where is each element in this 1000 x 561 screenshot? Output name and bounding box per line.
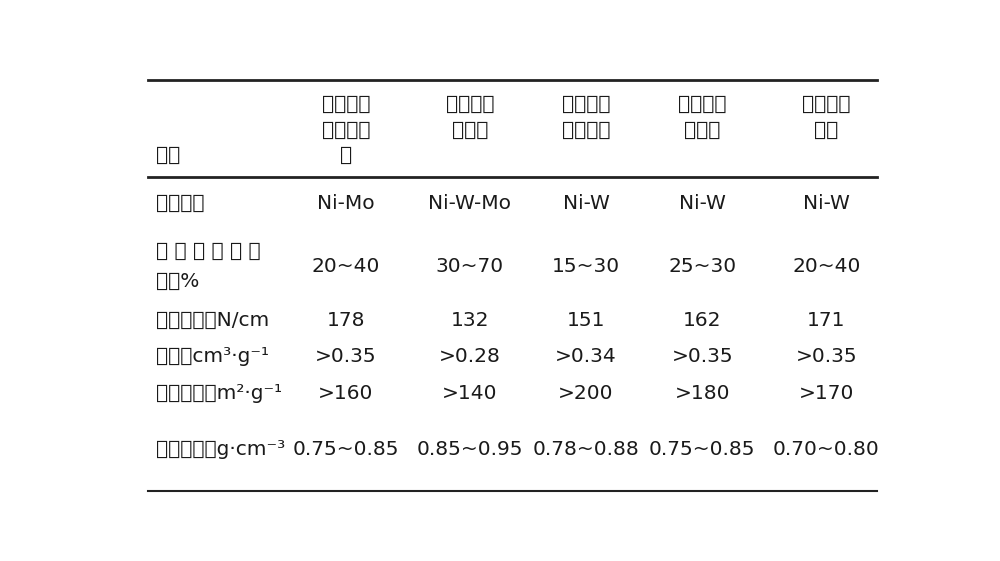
Text: Ni-W: Ni-W bbox=[803, 194, 850, 213]
Text: >200: >200 bbox=[558, 384, 614, 403]
Text: 比表面积，m²·g⁻¹: 比表面积，m²·g⁻¹ bbox=[156, 384, 282, 403]
Text: ＊，%: ＊，% bbox=[156, 272, 199, 291]
Text: 15~30: 15~30 bbox=[552, 256, 620, 275]
Text: >0.28: >0.28 bbox=[439, 347, 501, 366]
Text: 0.75~0.85: 0.75~0.85 bbox=[293, 440, 399, 459]
Text: 孔容，cm³·g⁻¹: 孔容，cm³·g⁻¹ bbox=[156, 347, 269, 366]
Text: 制催化剂: 制催化剂 bbox=[322, 121, 370, 140]
Text: 0.70~0.80: 0.70~0.80 bbox=[773, 440, 880, 459]
Text: >180: >180 bbox=[675, 384, 730, 403]
Text: 0.85~0.95: 0.85~0.95 bbox=[417, 440, 523, 459]
Text: 环催化剂: 环催化剂 bbox=[562, 121, 610, 140]
Text: 机械强度，N/cm: 机械强度，N/cm bbox=[156, 311, 269, 329]
Text: 催化剂: 催化剂 bbox=[684, 121, 721, 140]
Text: 金属类型: 金属类型 bbox=[156, 194, 205, 213]
Text: 预加氢精: 预加氢精 bbox=[322, 95, 370, 113]
Text: 20~40: 20~40 bbox=[792, 256, 861, 275]
Text: 选择性开: 选择性开 bbox=[562, 95, 610, 113]
Text: >0.34: >0.34 bbox=[555, 347, 617, 366]
Text: >0.35: >0.35 bbox=[672, 347, 733, 366]
Text: Ni-Mo: Ni-Mo bbox=[317, 194, 375, 213]
Text: 132: 132 bbox=[451, 311, 489, 329]
Text: 171: 171 bbox=[807, 311, 846, 329]
Text: 化剂: 化剂 bbox=[814, 121, 838, 140]
Text: 25~30: 25~30 bbox=[668, 256, 736, 275]
Text: 剂: 剂 bbox=[340, 146, 352, 165]
Text: 后精制催: 后精制催 bbox=[802, 95, 851, 113]
Text: Ni-W-Mo: Ni-W-Mo bbox=[428, 194, 511, 213]
Text: >140: >140 bbox=[442, 384, 498, 403]
Text: >0.35: >0.35 bbox=[796, 347, 857, 366]
Text: 162: 162 bbox=[683, 311, 722, 329]
Text: 30~70: 30~70 bbox=[436, 256, 504, 275]
Text: Ni-W: Ni-W bbox=[563, 194, 610, 213]
Text: >160: >160 bbox=[318, 384, 374, 403]
Text: 活 性 组 分 含 量: 活 性 组 分 含 量 bbox=[156, 241, 261, 260]
Text: 项目: 项目 bbox=[156, 146, 180, 165]
Text: 20~40: 20~40 bbox=[312, 256, 380, 275]
Text: 0.78~0.88: 0.78~0.88 bbox=[533, 440, 640, 459]
Text: 0.75~0.85: 0.75~0.85 bbox=[649, 440, 756, 459]
Text: 加氢脱芳: 加氢脱芳 bbox=[446, 95, 494, 113]
Text: >170: >170 bbox=[799, 384, 854, 403]
Text: 异构降凝: 异构降凝 bbox=[678, 95, 727, 113]
Text: >0.35: >0.35 bbox=[315, 347, 377, 366]
Text: 151: 151 bbox=[567, 311, 605, 329]
Text: 178: 178 bbox=[327, 311, 365, 329]
Text: 堆积密度，g·cm⁻³: 堆积密度，g·cm⁻³ bbox=[156, 440, 285, 459]
Text: 催化剂: 催化剂 bbox=[452, 121, 488, 140]
Text: Ni-W: Ni-W bbox=[679, 194, 726, 213]
